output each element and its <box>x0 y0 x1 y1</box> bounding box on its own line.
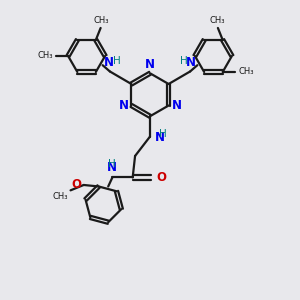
Text: N: N <box>145 58 155 71</box>
Text: N: N <box>155 131 165 144</box>
Text: N: N <box>107 161 117 175</box>
Text: CH₃: CH₃ <box>53 191 68 200</box>
Text: O: O <box>71 178 81 191</box>
Text: N: N <box>118 99 128 112</box>
Text: H: H <box>159 129 167 139</box>
Text: CH₃: CH₃ <box>238 68 254 76</box>
Text: O: O <box>157 171 166 184</box>
Text: N: N <box>104 56 114 69</box>
Text: CH₃: CH₃ <box>93 16 109 25</box>
Text: N: N <box>172 99 182 112</box>
Text: CH₃: CH₃ <box>37 51 52 60</box>
Text: H: H <box>108 158 116 169</box>
Text: H: H <box>112 56 120 66</box>
Text: N: N <box>186 56 196 69</box>
Text: H: H <box>180 56 188 66</box>
Text: CH₃: CH₃ <box>210 16 225 25</box>
